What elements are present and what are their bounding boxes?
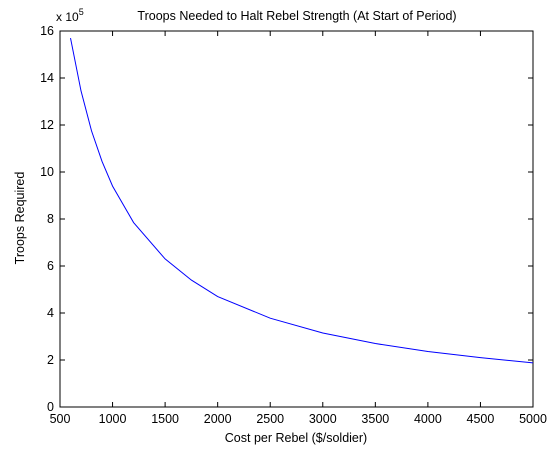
x-tick-label: 500	[50, 412, 71, 426]
chart-title: Troops Needed to Halt Rebel Strength (At…	[137, 9, 456, 23]
x-tick-label: 1500	[151, 412, 179, 426]
y-tick-label: 12	[40, 118, 54, 132]
series-line	[70, 37, 534, 364]
x-axis-label: Cost per Rebel ($/soldier)	[225, 431, 367, 445]
x-tick-label: 4000	[414, 412, 442, 426]
x-tick-label: 1000	[99, 412, 127, 426]
y-tick-label: 14	[40, 71, 54, 85]
x-tick-label: 4500	[467, 412, 495, 426]
y-exponent-label: x 105	[56, 7, 84, 24]
x-tick-label: 3000	[309, 412, 337, 426]
x-tick-label: 2500	[256, 412, 284, 426]
x-tick-label: 2000	[204, 412, 232, 426]
y-exponent-base: x 10	[56, 10, 79, 24]
x-tick-label: 5000	[519, 412, 547, 426]
y-tick-label: 2	[47, 353, 54, 367]
y-tick-label: 10	[40, 165, 54, 179]
plot-area: 500 1000 1500 2000 2500 3000 3500 4000 4500 5000 0…	[40, 24, 547, 426]
y-tick-label: 4	[47, 306, 54, 320]
y-tick-label: 0	[47, 400, 54, 414]
y-tick-label: 16	[40, 24, 54, 38]
plot-frame	[59, 30, 534, 408]
y-axis-label: Troops Required	[13, 172, 27, 265]
y-tick-label: 6	[47, 259, 54, 273]
x-tick-label: 3500	[361, 412, 389, 426]
y-tick-label: 8	[47, 212, 54, 226]
y-exponent-power: 5	[79, 7, 84, 17]
